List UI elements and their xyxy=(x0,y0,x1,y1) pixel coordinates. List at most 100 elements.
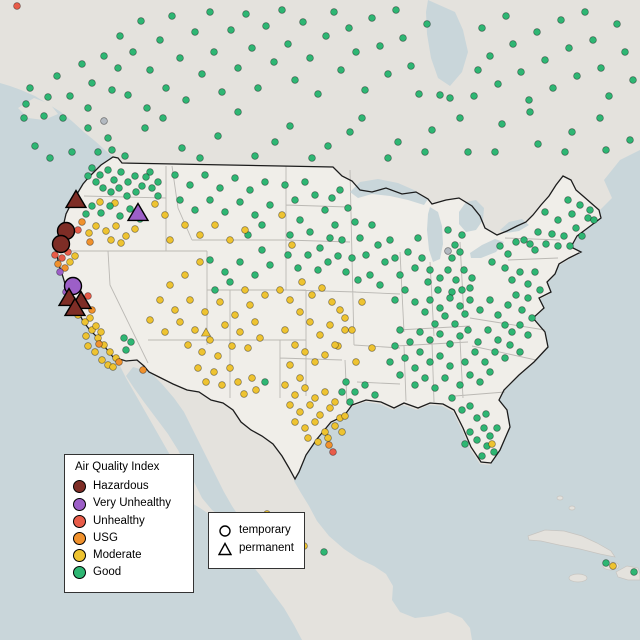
station-marker[interactable] xyxy=(96,198,104,206)
station-marker[interactable] xyxy=(296,308,304,316)
station-marker[interactable] xyxy=(348,254,356,262)
station-marker[interactable] xyxy=(351,388,359,396)
station-marker[interactable] xyxy=(261,178,269,186)
station-marker[interactable] xyxy=(201,308,209,316)
station-marker[interactable] xyxy=(84,342,92,350)
station-marker[interactable] xyxy=(345,24,353,32)
station-marker[interactable] xyxy=(281,181,289,189)
station-marker[interactable] xyxy=(436,304,444,312)
station-marker[interactable] xyxy=(586,206,594,214)
station-marker[interactable] xyxy=(102,227,110,235)
station-marker[interactable] xyxy=(64,189,88,209)
station-marker[interactable] xyxy=(508,276,516,284)
station-marker[interactable] xyxy=(234,108,242,116)
station-marker[interactable] xyxy=(314,438,322,446)
station-marker[interactable] xyxy=(306,401,314,409)
station-marker[interactable] xyxy=(476,378,484,386)
station-marker[interactable] xyxy=(471,348,479,356)
station-marker[interactable] xyxy=(115,184,123,192)
station-marker[interactable] xyxy=(26,84,34,92)
station-marker[interactable] xyxy=(311,191,319,199)
station-marker[interactable] xyxy=(301,348,309,356)
station-marker[interactable] xyxy=(366,271,374,279)
station-marker[interactable] xyxy=(518,306,526,314)
station-marker[interactable] xyxy=(221,208,229,216)
station-marker[interactable] xyxy=(81,318,89,326)
station-marker[interactable] xyxy=(196,154,204,162)
station-marker[interactable] xyxy=(338,236,346,244)
station-marker[interactable] xyxy=(396,326,404,334)
station-marker[interactable] xyxy=(431,320,439,328)
station-marker[interactable] xyxy=(124,91,132,99)
station-marker[interactable] xyxy=(284,40,292,48)
station-marker[interactable] xyxy=(346,128,354,136)
station-marker[interactable] xyxy=(288,241,296,249)
station-marker[interactable] xyxy=(68,148,76,156)
station-marker[interactable] xyxy=(436,330,444,338)
station-marker[interactable] xyxy=(597,64,605,72)
station-marker[interactable] xyxy=(151,200,159,208)
station-marker[interactable] xyxy=(621,48,629,56)
station-marker[interactable] xyxy=(117,239,125,247)
station-marker[interactable] xyxy=(84,104,92,112)
station-marker[interactable] xyxy=(554,242,562,250)
station-marker[interactable] xyxy=(456,381,464,389)
station-marker[interactable] xyxy=(520,236,528,244)
station-marker[interactable] xyxy=(576,201,584,209)
station-marker[interactable] xyxy=(480,424,488,432)
station-marker[interactable] xyxy=(341,412,349,420)
station-marker[interactable] xyxy=(236,258,244,266)
station-marker[interactable] xyxy=(589,36,597,44)
station-marker[interactable] xyxy=(456,114,464,122)
station-marker[interactable] xyxy=(143,104,151,112)
station-marker[interactable] xyxy=(613,20,621,28)
station-marker[interactable] xyxy=(106,202,114,210)
station-marker[interactable] xyxy=(301,178,309,186)
station-marker[interactable] xyxy=(194,364,202,372)
station-marker[interactable] xyxy=(331,341,339,349)
station-marker[interactable] xyxy=(394,138,402,146)
station-marker[interactable] xyxy=(541,208,549,216)
station-marker[interactable] xyxy=(320,548,328,556)
station-marker[interactable] xyxy=(325,441,333,449)
station-marker[interactable] xyxy=(407,62,415,70)
station-marker[interactable] xyxy=(411,298,419,306)
station-marker[interactable] xyxy=(281,326,289,334)
station-marker[interactable] xyxy=(299,18,307,26)
station-marker[interactable] xyxy=(509,40,517,48)
station-marker[interactable] xyxy=(254,84,262,92)
station-marker[interactable] xyxy=(271,138,279,146)
station-marker[interactable] xyxy=(494,336,502,344)
station-marker[interactable] xyxy=(311,394,319,402)
station-marker[interactable] xyxy=(82,332,90,340)
station-marker[interactable] xyxy=(106,348,114,356)
station-marker[interactable] xyxy=(301,424,309,432)
station-marker[interactable] xyxy=(100,117,108,125)
station-marker[interactable] xyxy=(132,188,140,196)
station-marker[interactable] xyxy=(460,266,468,274)
station-marker[interactable] xyxy=(331,221,339,229)
station-marker[interactable] xyxy=(596,114,604,122)
station-marker[interactable] xyxy=(108,146,116,154)
station-marker[interactable] xyxy=(141,124,149,132)
station-marker[interactable] xyxy=(296,216,304,224)
station-marker[interactable] xyxy=(270,58,278,66)
station-marker[interactable] xyxy=(426,336,434,344)
station-marker[interactable] xyxy=(406,338,414,346)
station-marker[interactable] xyxy=(88,79,96,87)
station-marker[interactable] xyxy=(609,562,617,570)
station-marker[interactable] xyxy=(456,248,464,256)
station-marker[interactable] xyxy=(63,297,87,317)
station-marker[interactable] xyxy=(210,48,218,56)
station-marker[interactable] xyxy=(251,152,259,160)
station-marker[interactable] xyxy=(291,391,299,399)
station-marker[interactable] xyxy=(122,346,130,354)
station-marker[interactable] xyxy=(416,348,424,356)
station-marker[interactable] xyxy=(146,66,154,74)
station-marker[interactable] xyxy=(46,154,54,162)
station-marker[interactable] xyxy=(100,52,108,60)
station-marker[interactable] xyxy=(486,52,494,60)
station-marker[interactable] xyxy=(330,8,338,16)
station-marker[interactable] xyxy=(146,168,154,176)
station-marker[interactable] xyxy=(486,368,494,376)
